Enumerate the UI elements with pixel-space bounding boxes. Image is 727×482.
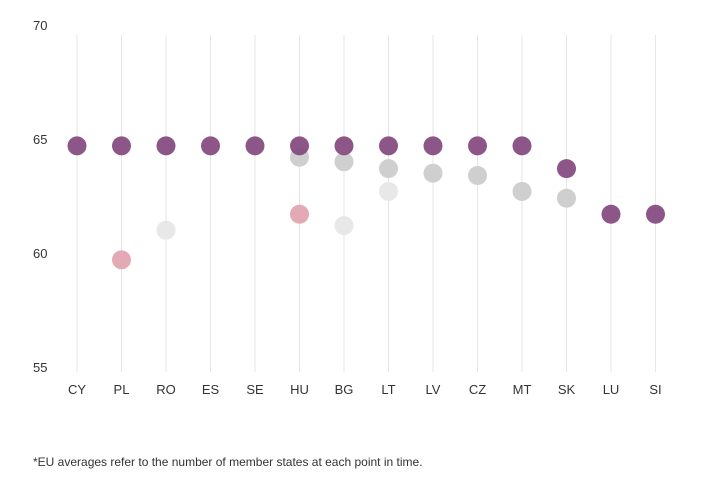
x-tick-label-lv: LV bbox=[426, 382, 441, 397]
x-tick-label-cz: CZ bbox=[469, 382, 486, 397]
data-point-series-purple-es bbox=[201, 136, 220, 156]
data-point-series-purple-lt bbox=[379, 136, 398, 156]
data-point-series-gray-sk bbox=[557, 188, 576, 208]
data-point-series-purple-hu bbox=[290, 136, 309, 156]
x-tick-label-si: SI bbox=[649, 382, 661, 397]
y-axis-ticks: 55 60 65 70 bbox=[33, 18, 47, 375]
data-point-series-gray-lv bbox=[423, 163, 443, 183]
x-tick-label-se: SE bbox=[246, 382, 264, 397]
x-tick-label-cy: CY bbox=[68, 382, 86, 397]
data-point-series-purple-sk bbox=[557, 159, 576, 179]
x-tick-label-pl: PL bbox=[114, 382, 130, 397]
data-point-series-purple-pl bbox=[112, 136, 131, 156]
data-point-series-purple-bg bbox=[334, 136, 354, 156]
data-point-series-purple-lv bbox=[423, 136, 443, 156]
x-tick-label-bg: BG bbox=[335, 382, 354, 397]
x-tick-label-lt: LT bbox=[381, 382, 395, 397]
data-point-series-pink-pl bbox=[112, 250, 131, 270]
y-tick-label-55: 55 bbox=[33, 360, 47, 375]
data-point-series-purple-mt bbox=[512, 136, 532, 156]
data-point-series-light-bg bbox=[334, 216, 354, 236]
data-point-series-purple-cz bbox=[468, 136, 487, 156]
data-point-series-gray-mt bbox=[512, 181, 532, 201]
y-tick-label-70: 70 bbox=[33, 18, 47, 33]
vertical-gridlines bbox=[76, 35, 656, 372]
data-points bbox=[67, 136, 665, 270]
data-point-series-purple-si bbox=[646, 204, 665, 224]
x-tick-label-hu: HU bbox=[290, 382, 309, 397]
x-tick-label-mt: MT bbox=[513, 382, 532, 397]
data-point-series-gray-cz bbox=[468, 165, 487, 185]
dot-plot-chart: 55 60 65 70 CY PL RO ES SE HU BG LT LV CZ MT SK LU SI bbox=[33, 18, 665, 397]
footnote: *EU averages refer to the number of memb… bbox=[33, 455, 423, 469]
data-point-series-gray-bg bbox=[334, 152, 354, 172]
x-tick-label-ro: RO bbox=[156, 382, 176, 397]
data-point-series-purple-lu bbox=[601, 204, 621, 224]
data-point-series-purple-cy bbox=[67, 136, 87, 156]
data-point-series-light-lt bbox=[379, 181, 398, 201]
x-axis-ticks: CY PL RO ES SE HU BG LT LV CZ MT SK LU SI bbox=[68, 382, 662, 397]
data-point-series-light-ro bbox=[156, 220, 176, 240]
y-tick-label-65: 65 bbox=[33, 132, 47, 147]
y-tick-label-60: 60 bbox=[33, 246, 47, 261]
x-tick-label-sk: SK bbox=[558, 382, 576, 397]
data-point-series-gray-lt bbox=[379, 159, 398, 179]
data-point-series-pink-hu bbox=[290, 204, 309, 224]
x-tick-label-lu: LU bbox=[603, 382, 620, 397]
x-tick-label-es: ES bbox=[202, 382, 220, 397]
data-point-series-purple-ro bbox=[156, 136, 176, 156]
data-point-series-purple-se bbox=[245, 136, 265, 156]
